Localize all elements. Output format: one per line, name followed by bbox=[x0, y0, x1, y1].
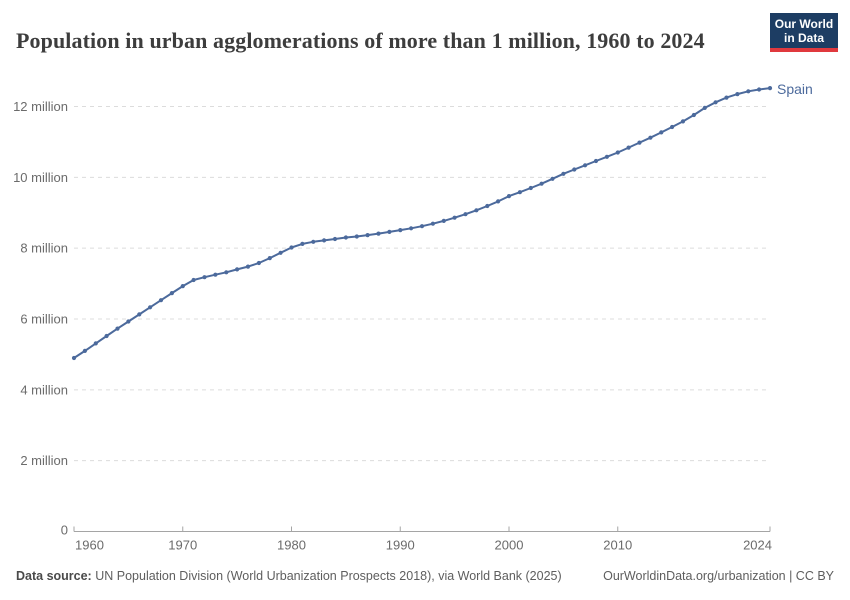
data-point[interactable] bbox=[126, 319, 131, 324]
data-point[interactable] bbox=[322, 238, 327, 243]
y-axis-tick-label: 0 bbox=[61, 523, 68, 538]
x-axis-tick-label: 2010 bbox=[603, 538, 632, 553]
data-point[interactable] bbox=[702, 105, 707, 110]
data-point[interactable] bbox=[463, 212, 468, 217]
data-point[interactable] bbox=[387, 229, 392, 234]
data-point[interactable] bbox=[735, 92, 740, 97]
data-point[interactable] bbox=[528, 185, 533, 191]
y-axis-tick-label: 12 million bbox=[13, 99, 68, 114]
x-axis-tick-label: 1980 bbox=[277, 538, 306, 553]
data-point[interactable] bbox=[202, 275, 207, 280]
x-axis-tick-label: 1970 bbox=[168, 538, 197, 553]
data-point[interactable] bbox=[235, 267, 240, 272]
data-point[interactable] bbox=[637, 140, 642, 145]
data-point[interactable] bbox=[506, 194, 512, 199]
data-point[interactable] bbox=[550, 176, 555, 181]
data-point[interactable] bbox=[256, 260, 261, 266]
data-point[interactable] bbox=[648, 135, 653, 140]
y-axis-tick-label: 6 million bbox=[20, 312, 68, 327]
data-point[interactable] bbox=[148, 305, 153, 310]
data-source-note: Data source: UN Population Division (Wor… bbox=[16, 569, 562, 583]
data-point[interactable] bbox=[419, 224, 425, 229]
data-point[interactable] bbox=[213, 272, 218, 277]
data-point[interactable] bbox=[300, 241, 305, 246]
data-point[interactable] bbox=[398, 228, 403, 233]
owid-logo-line1: Our World bbox=[774, 17, 834, 31]
x-axis-tick-label: 2000 bbox=[495, 538, 524, 553]
data-point[interactable] bbox=[474, 208, 479, 213]
series-label-spain: Spain bbox=[777, 81, 813, 97]
data-point[interactable] bbox=[137, 312, 142, 317]
data-source-label: Data source: bbox=[16, 569, 92, 583]
y-axis-tick-label: 10 million bbox=[13, 170, 68, 185]
data-point[interactable] bbox=[517, 190, 523, 195]
y-axis-tick-label: 8 million bbox=[20, 241, 68, 256]
data-point[interactable] bbox=[767, 86, 773, 91]
data-point[interactable] bbox=[115, 326, 120, 331]
owid-logo[interactable]: Our World in Data bbox=[770, 13, 838, 52]
data-point[interactable] bbox=[626, 145, 631, 150]
data-source-text: UN Population Division (World Urbanizati… bbox=[95, 569, 562, 583]
data-point[interactable] bbox=[746, 89, 751, 94]
data-point[interactable] bbox=[158, 298, 164, 303]
data-point[interactable] bbox=[485, 203, 490, 209]
data-point[interactable] bbox=[615, 150, 620, 155]
data-point[interactable] bbox=[583, 163, 588, 168]
data-point[interactable] bbox=[311, 239, 316, 244]
page-title: Population in urban agglomerations of mo… bbox=[16, 27, 705, 53]
data-point[interactable] bbox=[539, 181, 544, 186]
data-point[interactable] bbox=[71, 355, 77, 361]
data-point[interactable] bbox=[354, 234, 359, 239]
data-point[interactable] bbox=[680, 119, 686, 124]
x-axis-tick-label: 1960 bbox=[75, 538, 104, 553]
data-point[interactable] bbox=[365, 233, 370, 238]
owid-logo-line2: in Data bbox=[783, 31, 824, 45]
data-point[interactable] bbox=[332, 236, 338, 242]
data-point[interactable] bbox=[409, 226, 414, 231]
data-point[interactable] bbox=[430, 221, 435, 226]
data-point[interactable] bbox=[82, 348, 87, 353]
x-axis-tick-label: 1990 bbox=[386, 538, 415, 553]
data-point[interactable] bbox=[191, 277, 196, 283]
data-point[interactable] bbox=[180, 284, 185, 289]
data-point[interactable] bbox=[561, 171, 566, 176]
y-axis-tick-label: 2 million bbox=[20, 453, 68, 468]
data-point[interactable] bbox=[224, 270, 229, 275]
data-point[interactable] bbox=[496, 199, 501, 204]
data-point[interactable] bbox=[376, 231, 381, 236]
data-point[interactable] bbox=[267, 256, 272, 261]
data-point[interactable] bbox=[724, 95, 729, 100]
data-point[interactable] bbox=[289, 245, 294, 250]
data-point[interactable] bbox=[245, 264, 251, 269]
data-point[interactable] bbox=[670, 124, 675, 130]
data-point[interactable] bbox=[93, 341, 98, 346]
data-point[interactable] bbox=[593, 158, 599, 164]
y-axis-tick-label: 4 million bbox=[20, 382, 68, 397]
data-point[interactable] bbox=[659, 130, 664, 135]
data-point[interactable] bbox=[343, 235, 348, 240]
data-point[interactable] bbox=[278, 250, 283, 255]
data-point[interactable] bbox=[169, 291, 174, 296]
owid-license-link[interactable]: OurWorldinData.org/urbanization | CC BY bbox=[603, 569, 834, 583]
data-point[interactable] bbox=[572, 167, 577, 172]
data-line-spain bbox=[73, 87, 771, 359]
data-point[interactable] bbox=[691, 112, 697, 118]
data-point[interactable] bbox=[104, 333, 109, 339]
data-point[interactable] bbox=[452, 215, 457, 220]
x-axis-tick-label: 2024 bbox=[743, 538, 772, 553]
data-point[interactable] bbox=[604, 154, 610, 159]
data-point[interactable] bbox=[713, 100, 718, 105]
data-point[interactable] bbox=[757, 87, 762, 92]
data-point[interactable] bbox=[441, 218, 446, 223]
